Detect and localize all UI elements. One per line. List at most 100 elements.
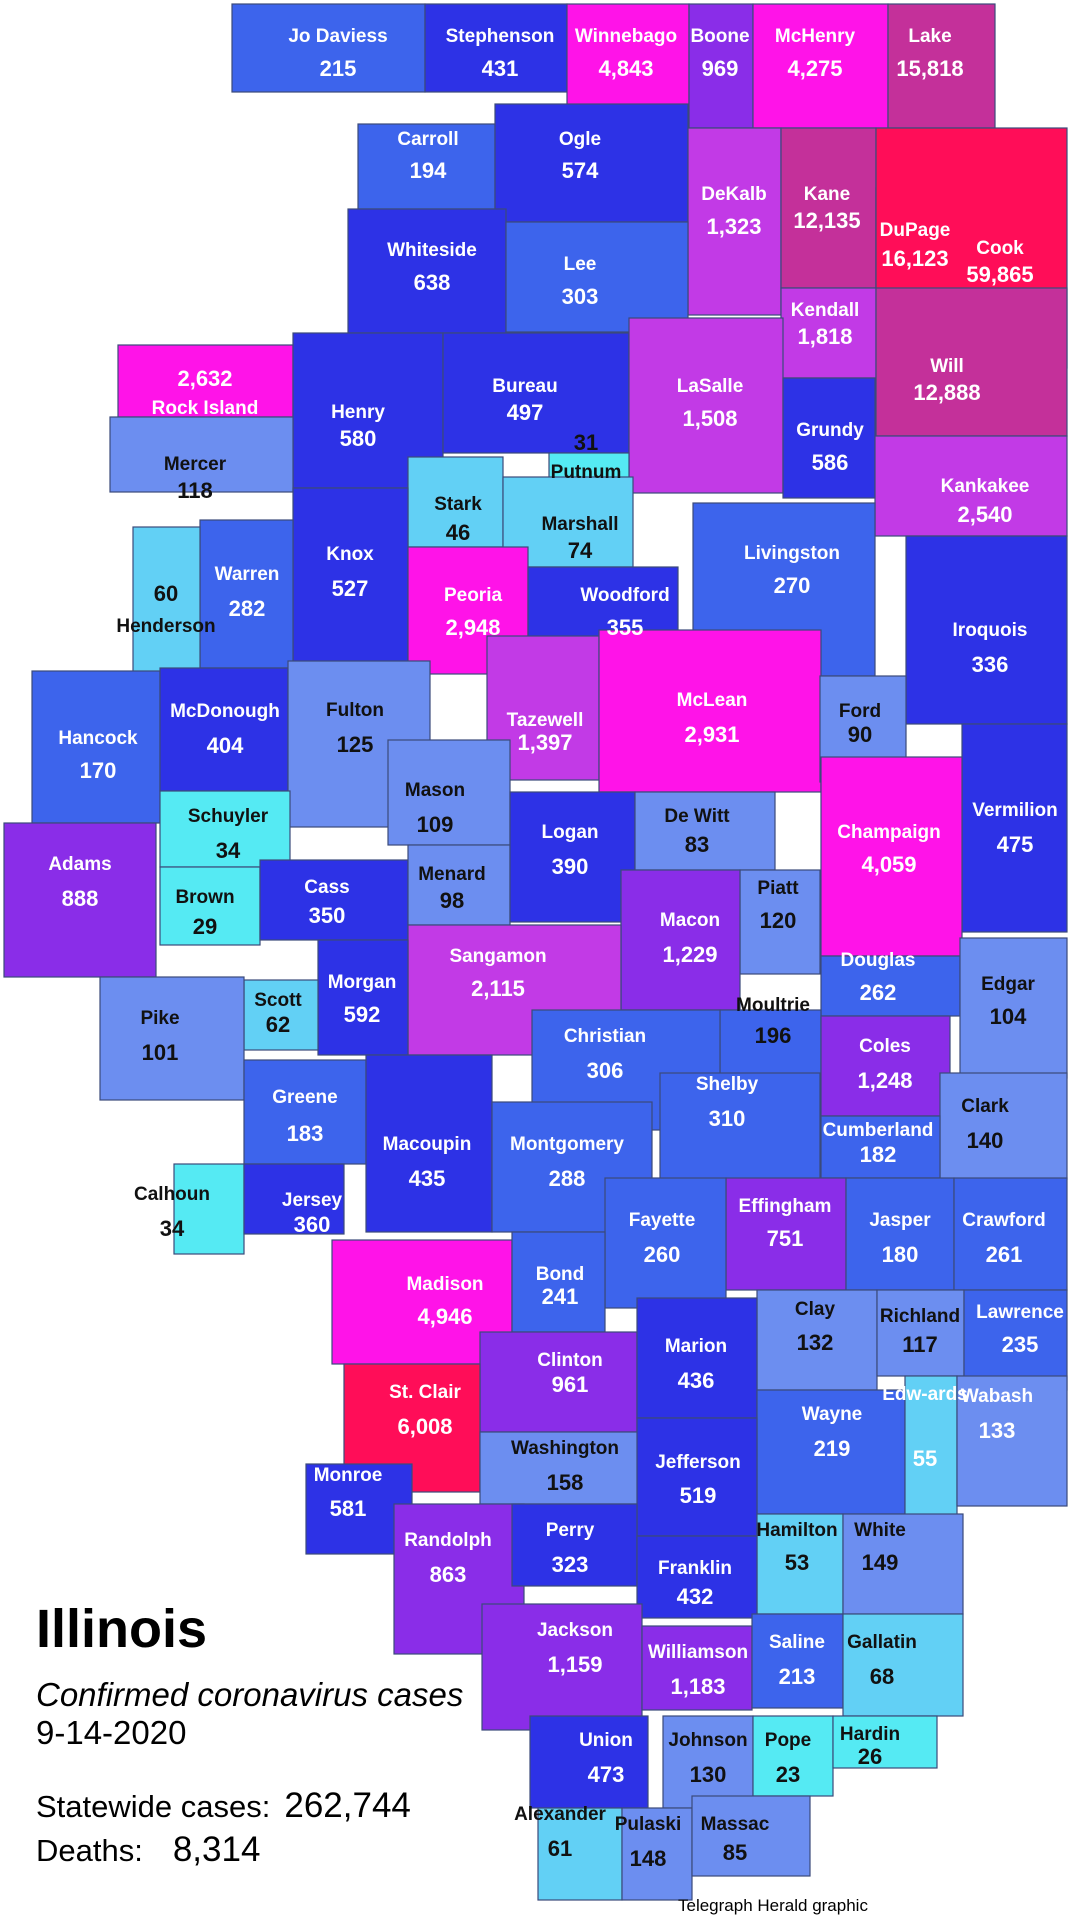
county-cases-peoria: 2,948 (445, 615, 500, 640)
county-name-cass: Cass (304, 877, 349, 898)
county-marion (636, 1297, 758, 1419)
county-name-menard: Menard (418, 864, 486, 885)
county-name-madison: Madison (406, 1274, 483, 1295)
county-cases-calhoun: 34 (160, 1216, 185, 1241)
county-name-washington: Washington (511, 1438, 619, 1459)
county-cases-morgan: 592 (344, 1002, 381, 1027)
county-cases-saline: 213 (779, 1664, 816, 1689)
county-name-mclean: McLean (677, 690, 748, 711)
county-macon (620, 869, 741, 1011)
map-subtitle: Confirmed coronavirus cases (36, 1676, 464, 1713)
county-name-randolph: Randolph (404, 1530, 492, 1551)
county-name-brown: Brown (175, 887, 234, 908)
county-name-lawrence: Lawrence (976, 1302, 1064, 1323)
county-cases-lake: 15,818 (896, 56, 963, 81)
county-name-jersey: Jersey (282, 1190, 343, 1211)
county-name-henry: Henry (331, 402, 385, 423)
county-cases-hancock: 170 (80, 758, 117, 783)
county-boone (688, 3, 754, 129)
county-crawford (953, 1177, 1068, 1291)
county-cases-jefferson: 519 (680, 1483, 717, 1508)
county-name-franklin: Franklin (658, 1558, 732, 1579)
county-hamilton (756, 1513, 844, 1615)
county-warren (199, 519, 294, 669)
county-greene (243, 1059, 367, 1165)
county-name-peoria: Peoria (444, 585, 503, 606)
county-name-kankakee: Kankakee (941, 476, 1030, 497)
county-name-hamilton: Hamilton (756, 1520, 837, 1541)
county-edgar (959, 937, 1068, 1079)
county-lawrence (963, 1289, 1068, 1391)
county-cases-cook: 59,865 (966, 262, 1033, 287)
county-name-clark: Clark (961, 1096, 1009, 1117)
county-cases-adams: 888 (62, 886, 99, 911)
county-cases-clinton: 961 (552, 1372, 589, 1397)
county-white (842, 1513, 964, 1615)
county-name-st-clair: St. Clair (389, 1382, 461, 1403)
county-cases-kane: 12,135 (793, 208, 860, 233)
county-cumberland (820, 1115, 941, 1179)
county-cases-jersey: 360 (294, 1212, 331, 1237)
county-name-scott: Scott (254, 990, 302, 1011)
county-ogle (494, 103, 689, 223)
county-cases-putnum: 31 (574, 430, 598, 455)
county-whiteside (347, 208, 507, 334)
county-rock-island (117, 344, 294, 418)
county-union (529, 1715, 649, 1809)
county-cases-whiteside: 638 (414, 270, 451, 295)
statewide-cases-value: 262,744 (284, 1786, 411, 1825)
county-name-effingham: Effingham (739, 1196, 832, 1217)
county-jasper (845, 1177, 955, 1291)
county-cases-vermilion: 475 (997, 832, 1034, 857)
county-macoupin (365, 1054, 493, 1233)
county-cases-hamilton: 53 (785, 1550, 809, 1575)
county-wayne (756, 1389, 906, 1515)
county-name-mcdonough: McDonough (170, 701, 280, 722)
county-bureau (442, 332, 630, 454)
county-name-jo-daviess: Jo Daviess (288, 26, 387, 47)
county-name-cumberland: Cumberland (823, 1120, 934, 1141)
county-name-ford: Ford (839, 701, 881, 722)
county-cases-fayette: 260 (644, 1242, 681, 1267)
county-cases-ford: 90 (848, 722, 872, 747)
county-cases-madison: 4,946 (417, 1304, 472, 1329)
county-pike (99, 976, 245, 1101)
county-name-jefferson: Jefferson (655, 1452, 741, 1473)
county-name-hancock: Hancock (58, 728, 138, 749)
county-grundy (782, 377, 876, 499)
county-franklin (636, 1535, 758, 1619)
county-name-logan: Logan (542, 822, 599, 843)
county-cases-stark: 46 (446, 520, 470, 545)
deaths-label: Deaths: (36, 1833, 143, 1868)
county-name-mason: Mason (405, 780, 465, 801)
county-name-grundy: Grundy (796, 420, 864, 441)
county-cases-tazewell: 1,397 (517, 730, 572, 755)
county-name-carroll: Carroll (397, 129, 458, 150)
county-name-wabash: Wabash (961, 1386, 1033, 1407)
county-cases-pope: 23 (776, 1762, 800, 1787)
county-lake (887, 3, 996, 129)
county-jackson (481, 1603, 643, 1731)
county-name-alexander: Alexander (514, 1804, 606, 1825)
county-cases-scott: 62 (266, 1012, 290, 1037)
county-name-jasper: Jasper (869, 1210, 931, 1231)
county-effingham (725, 1177, 847, 1291)
county-jersey (243, 1163, 345, 1235)
county-name-clinton: Clinton (537, 1350, 602, 1371)
county-douglas (820, 955, 961, 1017)
county-richland (876, 1289, 965, 1377)
county-cases-marshall: 74 (568, 538, 593, 563)
county-cass (259, 859, 409, 941)
county-will (875, 287, 1068, 437)
county-cases-perry: 323 (552, 1552, 589, 1577)
county-kane (780, 127, 877, 289)
county-name-marshall: Marshall (541, 514, 618, 535)
county-shapes (3, 3, 1068, 1901)
deaths-value: 8,314 (172, 1830, 261, 1869)
county-name-dupage: DuPage (880, 220, 951, 241)
county-jefferson (636, 1417, 758, 1537)
county-name-union: Union (579, 1730, 633, 1751)
county-cases-montgomery: 288 (549, 1166, 586, 1191)
county-cases-mason: 109 (417, 812, 454, 837)
county-name-winnebago: Winnebago (575, 26, 677, 47)
